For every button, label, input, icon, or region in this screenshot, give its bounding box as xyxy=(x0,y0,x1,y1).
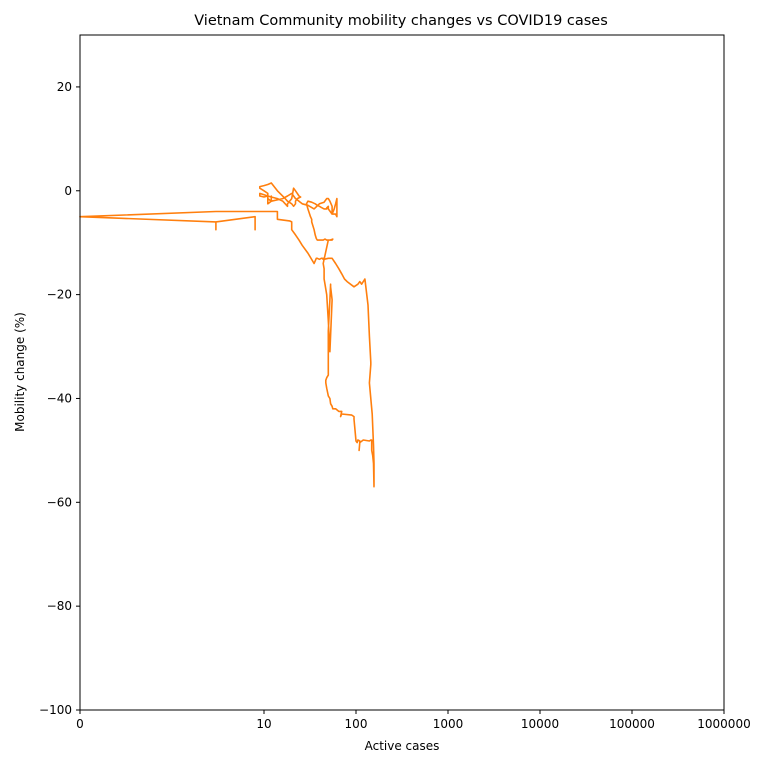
x-axis: 0 10 100 1000 10000 100000 1000000 xyxy=(76,710,751,731)
chart-title: Vietnam Community mobility changes vs CO… xyxy=(194,13,608,29)
y-tick-label: 20 xyxy=(57,80,72,94)
y-tick-label: −40 xyxy=(47,391,72,405)
x-tick-label: 1000000 xyxy=(697,717,750,731)
y-tick-label: −100 xyxy=(39,703,72,717)
y-axis: 20 0 −20 −40 −60 −80 −100 xyxy=(39,80,80,717)
y-tick-label: −20 xyxy=(47,288,72,302)
x-tick-label: 1000 xyxy=(433,717,464,731)
y-tick-label: 0 xyxy=(64,184,72,198)
x-tick-label: 100000 xyxy=(609,717,655,731)
x-tick-label: 100 xyxy=(345,717,368,731)
x-axis-label: Active cases xyxy=(365,739,440,753)
y-axis-label: Mobility change (%) xyxy=(13,312,27,432)
series-line-mobility xyxy=(79,182,375,488)
y-tick-label: −80 xyxy=(47,599,72,613)
y-tick-label: −60 xyxy=(47,495,72,509)
x-tick-label: 10 xyxy=(256,717,271,731)
x-tick-label: 0 xyxy=(76,717,84,731)
plot-data xyxy=(79,182,375,488)
plot-frame xyxy=(79,34,725,711)
x-tick-label: 10000 xyxy=(521,717,559,731)
